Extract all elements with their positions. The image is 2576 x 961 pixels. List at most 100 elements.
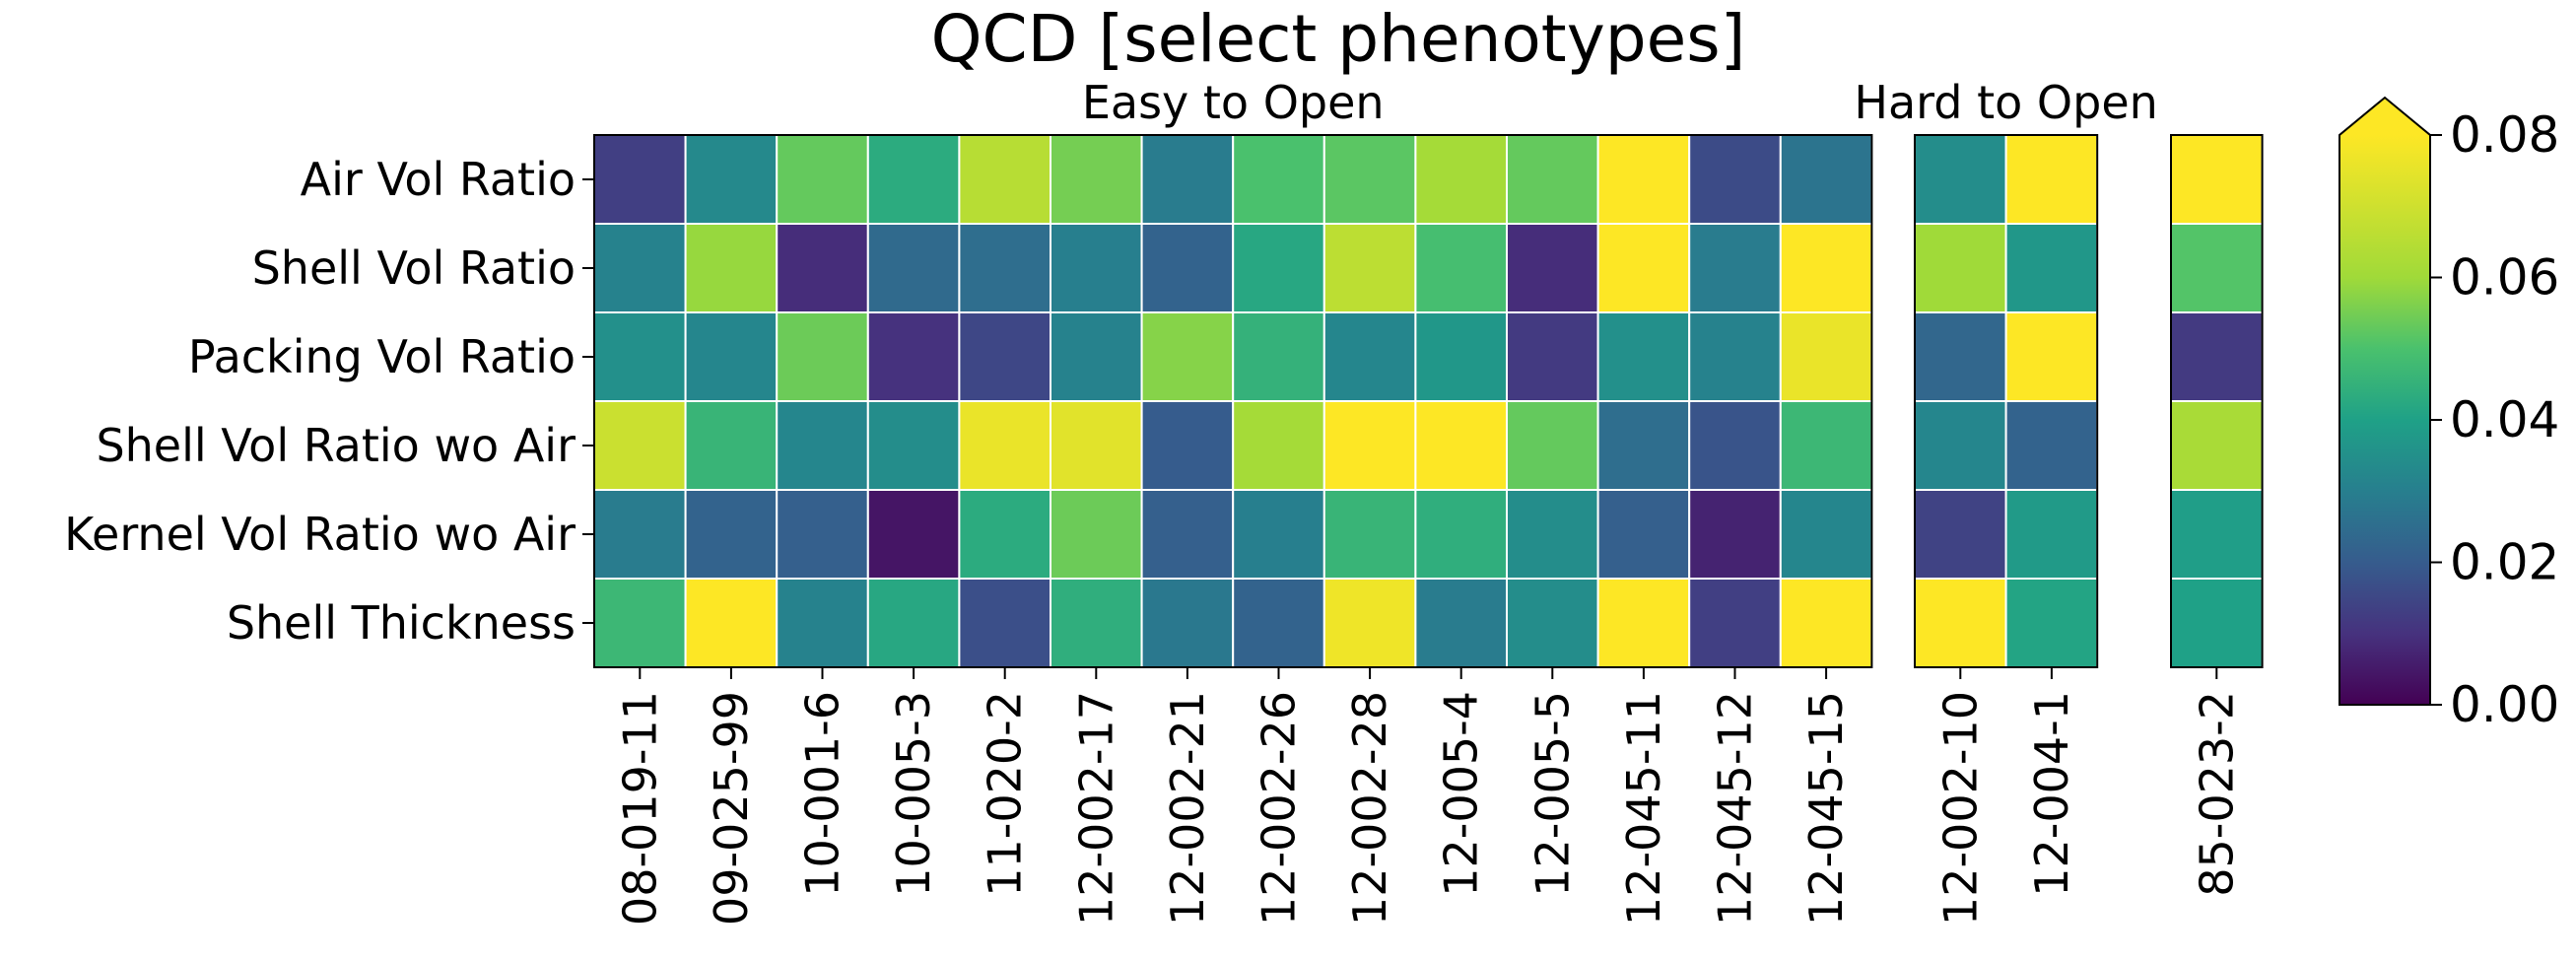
heatmap-cell: [2170, 400, 2264, 491]
heatmap-cell: [1414, 311, 1509, 402]
column-label: 85-023-2: [2190, 691, 2243, 897]
heatmap-cell: [1140, 578, 1235, 668]
heatmap-cell: [593, 311, 687, 402]
column-label: 10-001-6: [796, 691, 849, 897]
heatmap-cell: [1140, 400, 1235, 491]
row-label: Shell Thickness: [227, 596, 576, 650]
heatmap-panel: Easy to Open 08-019-11 09-025-99 10-001-6 10…: [582, 76, 1873, 926]
heatmap-cell: [958, 311, 1052, 402]
row-label: Air Vol Ratio: [301, 153, 576, 206]
heatmap-cell: [684, 400, 779, 491]
heatmap-cell: [1232, 311, 1325, 402]
heatmap-cell: [1596, 489, 1691, 580]
heatmap-cell: [1050, 578, 1143, 668]
heatmap-cell: [776, 489, 869, 580]
column-label: 12-002-17: [1069, 691, 1122, 926]
heatmap-cell: [684, 311, 779, 402]
column-label: 12-002-28: [1343, 691, 1396, 926]
heatmap-panel: Hard to Open 12-002-10 12-004-1: [1854, 76, 2157, 926]
colorbar: 0.00 0.02 0.04 0.06 0.08: [2339, 96, 2559, 733]
heatmap-cell: [2170, 134, 2264, 225]
heatmap-cell: [1322, 134, 1417, 225]
heatmap-cell: [776, 311, 869, 402]
heatmap-cell: [2004, 578, 2099, 668]
heatmap-cell: [1506, 223, 1599, 313]
heatmap-cell: [593, 400, 687, 491]
heatmap-cell: [1779, 400, 1873, 491]
column-label: 12-005-5: [1525, 691, 1579, 897]
heatmap-cell: [1688, 400, 1782, 491]
heatmap-cell: [684, 223, 779, 313]
column-label: 12-045-11: [1617, 691, 1670, 926]
heatmap-cell: [1322, 311, 1417, 402]
heatmap-cell: [1506, 134, 1599, 225]
heatmap-cell: [866, 134, 961, 225]
heatmap-cell: [593, 134, 687, 225]
heatmap-cell: [1914, 223, 2007, 313]
heatmap-cell: [1232, 489, 1325, 580]
column-label: 11-020-2: [979, 691, 1032, 897]
heatmap-cell: [2170, 311, 2264, 402]
heatmap-cell: [1688, 578, 1782, 668]
heatmap-cell: [1322, 400, 1417, 491]
heatmap-cell: [958, 489, 1052, 580]
heatmap-cell: [1414, 489, 1509, 580]
heatmap-cell: [1506, 400, 1599, 491]
heatmap-cell: [1414, 223, 1509, 313]
heatmap-cell: [1779, 311, 1873, 402]
heatmap-cell: [593, 223, 687, 313]
heatmap-cell: [1232, 223, 1325, 313]
heatmap-cell: [1322, 489, 1417, 580]
chart-title: QCD [select phenotypes]: [931, 1, 1746, 77]
heatmap-cell: [1688, 489, 1782, 580]
heatmap-cell: [1140, 134, 1235, 225]
heatmap-cell: [684, 578, 779, 668]
heatmap-cell: [1414, 578, 1509, 668]
column-label: 12-004-1: [2025, 691, 2078, 897]
heatmap-cell: [684, 489, 779, 580]
heatmap-cell: [2170, 223, 2264, 313]
heatmap-cell: [1688, 223, 1782, 313]
heatmap-cell: [1414, 400, 1509, 491]
heatmap-cell: [776, 134, 869, 225]
heatmap-cell: [1414, 134, 1509, 225]
heatmap-cell: [1050, 223, 1143, 313]
heatmap-cell: [1779, 223, 1873, 313]
row-label: Shell Vol Ratio: [252, 241, 576, 295]
heatmap-cell: [958, 578, 1052, 668]
heatmap-cell: [1140, 311, 1235, 402]
heatmap-cell: [1050, 489, 1143, 580]
heatmap-cell: [1050, 400, 1143, 491]
heatmap-cell: [866, 400, 961, 491]
column-label: 12-002-26: [1253, 691, 1306, 926]
colorbar-tick-label: 0.00: [2450, 676, 2559, 733]
heatmap-cell: [1596, 223, 1691, 313]
heatmap-cell: [1779, 578, 1873, 668]
column-label: 12-002-10: [1933, 691, 1987, 926]
heatmap-cell: [1688, 311, 1782, 402]
heatmap-cell: [776, 223, 869, 313]
heatmap-cell: [1914, 134, 2007, 225]
heatmap-cell: [2170, 578, 2264, 668]
panel-frame: [1914, 134, 2099, 668]
column-label: 08-019-11: [613, 691, 666, 926]
column-label: 12-045-15: [1799, 691, 1853, 926]
heatmap-cell: [1232, 134, 1325, 225]
heatmap-cell: [2004, 134, 2099, 225]
colorbar-tick-label: 0.02: [2450, 534, 2559, 591]
panel-title: Hard to Open: [1854, 76, 2157, 129]
heatmap-cell: [1596, 400, 1691, 491]
panel-title: Easy to Open: [1082, 76, 1385, 129]
colorbar-frame: [2339, 96, 2431, 706]
heatmap-cell: [2004, 400, 2099, 491]
heatmap-cell: [1779, 489, 1873, 580]
heatmap-cell: [866, 223, 961, 313]
heatmap-cell: [1232, 578, 1325, 668]
heatmap-cell: [1779, 134, 1873, 225]
column-label: 09-025-99: [705, 691, 758, 926]
column-label: 12-002-21: [1161, 691, 1214, 926]
heatmap-cell: [593, 578, 687, 668]
heatmap-cell: [1688, 134, 1782, 225]
colorbar-tick-label: 0.04: [2450, 391, 2559, 448]
colorbar-extend-arrow: [2339, 98, 2430, 135]
